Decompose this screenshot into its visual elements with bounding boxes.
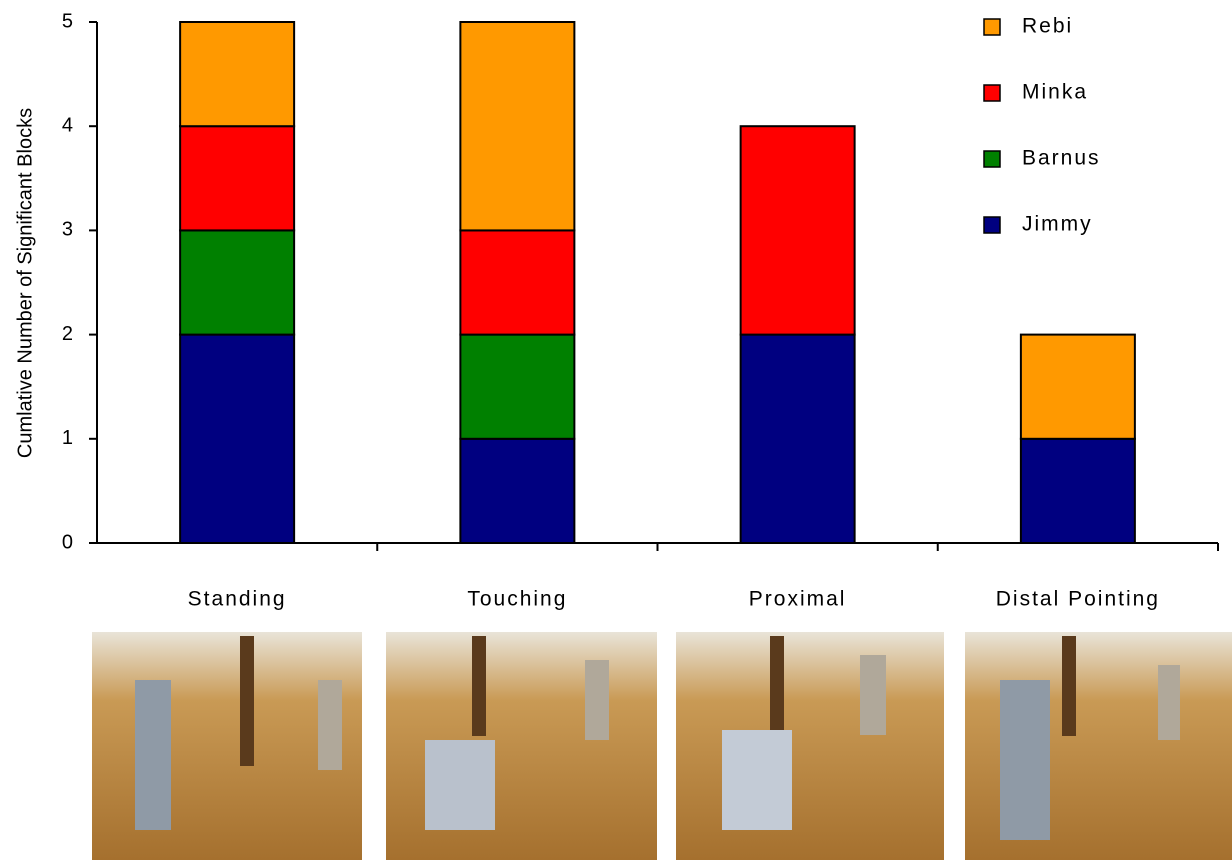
y-axis-label: Cumlative Number of Significant Blocks [14, 108, 36, 458]
y-tick-label: 3 [62, 219, 73, 241]
y-tick-label: 0 [62, 531, 73, 553]
y-tick-label: 2 [62, 323, 73, 345]
legend-label: Minka [1022, 81, 1088, 104]
x-tick-label: Proximal [749, 588, 847, 611]
bar-segment [739, 333, 856, 544]
bar-segment [179, 229, 296, 336]
y-tick-label: 4 [62, 114, 73, 136]
photo [92, 632, 362, 860]
legend-label: Rebi [1022, 15, 1073, 38]
photo [676, 632, 944, 860]
y-tick-label: 1 [62, 427, 73, 449]
photo [386, 632, 657, 860]
bar-segment [1019, 437, 1136, 544]
bar-segment [459, 229, 576, 336]
bar-segment [179, 125, 296, 232]
bar-segment [739, 125, 856, 336]
legend-swatch [983, 216, 1001, 234]
photos [92, 632, 1232, 860]
x-tick-label: Touching [467, 588, 567, 611]
legend-swatch [983, 18, 1001, 36]
y-tick-label: 5 [62, 10, 73, 32]
legend-label: Barnus [1022, 147, 1101, 170]
bar-segment [459, 21, 576, 232]
legend-label: Jimmy [1022, 213, 1093, 236]
legend-swatch [983, 150, 1001, 168]
x-tick-label: Standing [188, 588, 287, 611]
x-tick-label: Distal Pointing [996, 588, 1160, 611]
bar-segment [459, 437, 576, 544]
bar-segment [179, 333, 296, 544]
legend-swatch [983, 84, 1001, 102]
bar-segment [1019, 333, 1136, 440]
photo [965, 632, 1232, 860]
bar-segment [459, 333, 576, 440]
bar-segment [179, 21, 296, 128]
